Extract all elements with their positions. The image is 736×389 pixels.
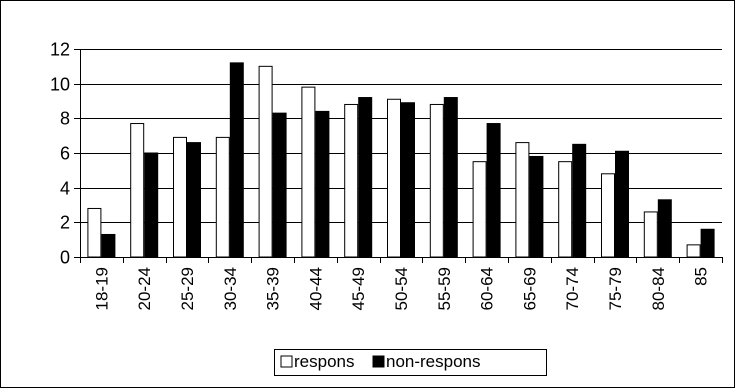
x-tick-label: 60-64 <box>478 267 497 310</box>
y-tick-label: 2 <box>60 213 70 233</box>
bar-non-respons-65-69 <box>529 155 544 258</box>
bar-non-respons-30-34 <box>229 62 244 258</box>
bar-non-respons-60-64 <box>486 123 501 258</box>
legend: respons non-respons <box>274 349 547 376</box>
bar-non-respons-75-79 <box>615 150 629 258</box>
x-tick-label: 45-49 <box>349 267 368 310</box>
bar-non-respons-50-54 <box>401 102 415 258</box>
legend-label-respons: respons <box>294 352 354 371</box>
axes <box>80 49 723 263</box>
bar-non-respons-70-74 <box>572 143 587 258</box>
x-tick-label: 30-34 <box>221 267 240 310</box>
y-tick-label: 12 <box>50 40 70 60</box>
x-tick-label: 70-74 <box>563 267 582 310</box>
x-tick-label: 55-59 <box>435 267 454 310</box>
bar-respons-30-34 <box>215 136 230 258</box>
bar-respons-55-59 <box>429 103 444 258</box>
x-tick-label: 85 <box>692 267 711 286</box>
x-tick-label: 80-84 <box>649 267 668 310</box>
legend-swatch-respons <box>280 355 293 368</box>
bar-respons-25-29 <box>173 136 187 258</box>
bar-respons-60-64 <box>472 161 487 258</box>
bar-respons-20-24 <box>130 123 145 258</box>
bar-respons-35-39 <box>258 65 273 258</box>
x-tick-label: 40-44 <box>306 267 325 310</box>
y-tick-label: 0 <box>60 248 70 268</box>
y-tick-labels: 0 2 4 6 8 10 12 <box>50 40 80 268</box>
x-tick-label: 35-39 <box>264 267 283 310</box>
x-tick-label: 25-29 <box>178 267 197 310</box>
bar-non-respons-85 <box>700 228 715 258</box>
legend-swatch-non-respons <box>372 355 385 368</box>
bar-respons-40-44 <box>301 86 316 258</box>
y-tick-label: 10 <box>50 75 70 95</box>
x-tick-label: 18-19 <box>92 267 111 310</box>
bar-respons-45-49 <box>344 103 359 258</box>
bar-non-respons-55-59 <box>443 97 458 258</box>
x-tick-label: 65-69 <box>520 267 539 310</box>
bar-respons-85 <box>686 244 701 258</box>
bar-respons-75-79 <box>601 173 615 258</box>
bar-respons-18-19 <box>87 207 102 258</box>
bar-respons-50-54 <box>387 98 401 258</box>
bar-non-respons-35-39 <box>272 112 287 258</box>
bar-non-respons-40-44 <box>315 110 330 258</box>
x-tick-labels: 18-19 20-24 25-29 30-34 35-39 40-44 45-49 50-54… <box>92 267 710 310</box>
legend-box <box>274 349 547 376</box>
bar-non-respons-45-49 <box>358 97 373 258</box>
bar-respons-80-84 <box>643 211 658 258</box>
y-tick-label: 6 <box>60 144 70 164</box>
x-tick-label: 75-79 <box>606 267 625 310</box>
bars <box>87 62 715 258</box>
bar-non-respons-20-24 <box>144 152 159 258</box>
bar-non-respons-18-19 <box>101 233 116 258</box>
y-tick-label: 4 <box>60 179 70 199</box>
x-tick-label: 20-24 <box>135 267 154 310</box>
legend-label-non-respons: non-respons <box>386 352 481 371</box>
bar-respons-65-69 <box>515 142 530 258</box>
bar-respons-70-74 <box>558 161 573 258</box>
bar-non-respons-25-29 <box>187 142 201 258</box>
y-tick-label: 8 <box>60 109 70 129</box>
bar-non-respons-80-84 <box>657 199 672 258</box>
x-tick-label: 50-54 <box>392 267 411 310</box>
